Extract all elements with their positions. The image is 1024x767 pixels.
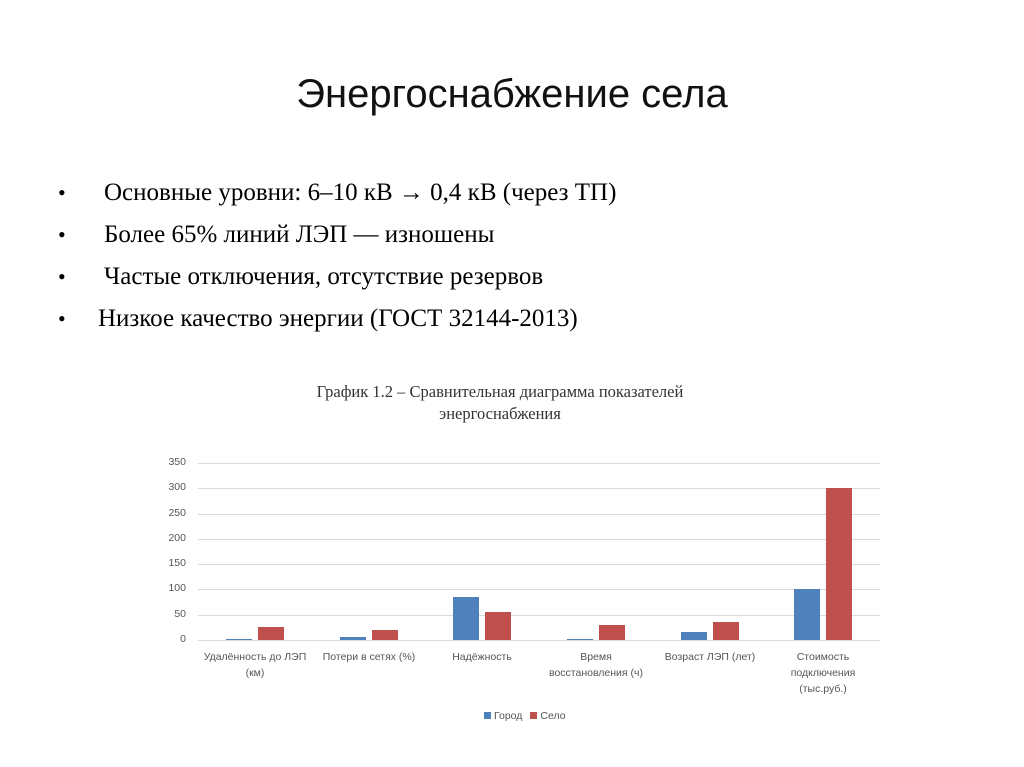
bar-selo xyxy=(485,612,511,640)
x-category-label: Надёжность xyxy=(452,651,512,663)
bar-gorod xyxy=(453,597,479,640)
y-tick-label: 350 xyxy=(168,456,186,468)
y-tick-label: 300 xyxy=(168,481,186,493)
chart-title: График 1.2 – Сравнительная диаграмма пок… xyxy=(250,381,750,425)
slide-title: Энергоснабжение села xyxy=(296,72,728,116)
gridline xyxy=(198,589,880,590)
y-tick-label: 150 xyxy=(168,557,186,569)
bullet-marker: • xyxy=(58,180,66,205)
bar-selo xyxy=(372,630,398,640)
y-tick-label: 200 xyxy=(168,532,186,544)
bar-gorod xyxy=(681,632,707,640)
bar-gorod xyxy=(340,637,366,640)
gridline xyxy=(198,564,880,565)
gridline xyxy=(198,615,880,616)
y-tick-label: 250 xyxy=(168,507,186,519)
bar-selo xyxy=(713,622,739,640)
y-tick-label: 100 xyxy=(168,582,186,594)
legend-swatch xyxy=(530,712,538,719)
chart-legend: Город Село xyxy=(484,710,566,722)
x-category-label: Время восстановления (ч) xyxy=(548,651,643,679)
legend-swatch xyxy=(484,712,491,719)
bullet-marker: • xyxy=(58,264,66,289)
bullet-marker: • xyxy=(58,306,66,331)
bullet-text: Частые отключения, отсутствие резервов xyxy=(104,263,544,290)
x-category-label: Стоимость подключения (тыс.руб.) xyxy=(790,651,856,695)
bullet-marker: • xyxy=(58,222,66,247)
bar-selo xyxy=(826,488,852,640)
y-tick-label: 0 xyxy=(180,633,186,645)
gridline xyxy=(198,539,880,540)
bar-gorod xyxy=(794,589,820,640)
bullet-text: Более 65% линий ЛЭП — изношены xyxy=(104,221,495,248)
chart-title-line: График 1.2 – Сравнительная диаграмма пок… xyxy=(316,382,684,401)
gridline xyxy=(198,640,880,641)
bullet-text: Основные уровни: 6–10 кВ → 0,4 кВ (через… xyxy=(104,179,617,206)
bar-gorod xyxy=(567,639,593,640)
x-category-label: Удалённость до ЛЭП (км) xyxy=(203,651,307,679)
legend-item: Город xyxy=(484,710,522,722)
bar-selo xyxy=(599,625,625,640)
bar-selo xyxy=(258,627,284,640)
x-category-label: Потери в сетях (%) xyxy=(322,651,416,663)
gridline xyxy=(198,488,880,489)
gridline xyxy=(198,463,880,464)
bullet-text: Низкое качество энергии (ГОСТ 32144-2013… xyxy=(98,305,578,332)
legend-item: Село xyxy=(530,710,566,722)
bar-gorod xyxy=(226,639,252,640)
x-category-label: Возраст ЛЭП (лет) xyxy=(664,651,756,663)
gridline xyxy=(198,514,880,515)
y-tick-label: 50 xyxy=(174,608,186,620)
chart-title-line: энергоснабжения xyxy=(439,404,561,423)
